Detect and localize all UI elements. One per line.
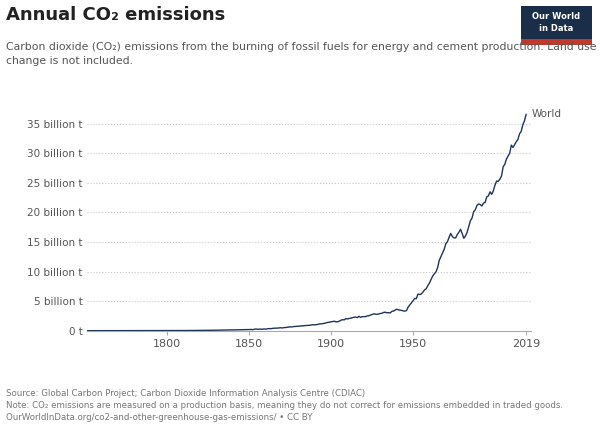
Text: Source: Global Carbon Project; Carbon Dioxide Information Analysis Centre (CDIAC: Source: Global Carbon Project; Carbon Di…: [6, 389, 563, 422]
Text: in Data: in Data: [539, 24, 574, 33]
FancyBboxPatch shape: [521, 39, 592, 45]
FancyBboxPatch shape: [521, 6, 592, 45]
Text: Carbon dioxide (CO₂) emissions from the burning of fossil fuels for energy and c: Carbon dioxide (CO₂) emissions from the …: [6, 42, 596, 66]
Text: Our World: Our World: [532, 12, 580, 21]
Text: World: World: [532, 109, 562, 120]
Text: Annual CO₂ emissions: Annual CO₂ emissions: [6, 6, 225, 24]
